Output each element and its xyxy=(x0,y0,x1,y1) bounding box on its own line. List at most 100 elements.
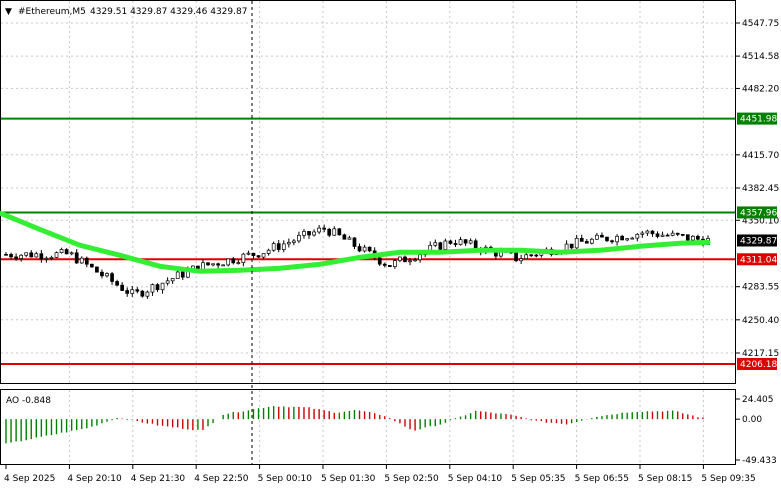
candle-body xyxy=(206,262,210,266)
time-tick-label: 5 Sep 09:35 xyxy=(701,474,755,484)
price-axis[interactable]: 4547.75 4514.58 4482.20 4415.70 4382.45 4350.… xyxy=(736,19,779,359)
candle-body xyxy=(645,230,650,234)
candle-body xyxy=(463,239,468,244)
level-tag xyxy=(737,112,777,125)
current-price-label: 4329.87 xyxy=(740,236,777,246)
candle-body xyxy=(281,243,286,250)
candle-body xyxy=(433,242,438,246)
candle-body xyxy=(236,262,241,264)
candle-body xyxy=(696,235,700,240)
candle-body xyxy=(413,259,417,262)
candle-body xyxy=(615,235,619,243)
candle-body xyxy=(165,280,170,284)
candle-body xyxy=(256,255,261,258)
candle-body xyxy=(398,256,402,261)
level-tag xyxy=(737,357,777,370)
candle-body xyxy=(337,228,342,236)
time-tick-label: 4 Sep 21:30 xyxy=(131,474,186,484)
price-tick-label: 4415.70 xyxy=(742,151,779,161)
grid xyxy=(1,1,735,464)
candle-body xyxy=(266,249,271,254)
candle-body xyxy=(387,265,392,267)
candle-body xyxy=(579,237,584,242)
candle-body xyxy=(640,232,645,235)
candle-body xyxy=(110,273,114,282)
level-tag xyxy=(737,253,777,266)
candle-body xyxy=(408,260,412,263)
time-axis[interactable]: 4 Sep 2025 4 Sep 20:10 4 Sep 21:30 4 Sep 22… xyxy=(4,465,756,484)
level-tags: 4451.98 4357.96 4311.04 4206.18 4329.87 xyxy=(737,112,777,370)
candle-body xyxy=(519,258,523,262)
candle-body xyxy=(569,243,574,249)
level-tag-label: 4357.96 xyxy=(740,208,777,218)
candle-body xyxy=(665,234,670,237)
candle-body xyxy=(84,257,89,265)
level-tag-label: 4451.98 xyxy=(740,115,777,125)
moving-average-line xyxy=(0,210,711,274)
candle-body xyxy=(317,227,321,233)
candle-body xyxy=(120,284,125,291)
candle-body xyxy=(307,231,311,236)
candle-body xyxy=(39,253,44,260)
price-tick-label: 4283.55 xyxy=(742,283,779,293)
level-tag xyxy=(737,206,777,219)
candle-body xyxy=(443,240,448,250)
candle-body xyxy=(276,243,281,250)
chart-symbol: #Ethereum,M5 xyxy=(18,7,86,17)
candle-body xyxy=(605,236,609,242)
candle-body xyxy=(9,254,13,258)
time-tick-label: 4 Sep 22:50 xyxy=(194,474,249,484)
candle-body xyxy=(100,271,104,277)
candle-body xyxy=(140,290,145,297)
level-tag-label: 4311.04 xyxy=(740,255,777,265)
candle-body xyxy=(600,234,604,238)
time-tick-label: 5 Sep 04:10 xyxy=(448,474,503,484)
candle-body xyxy=(302,231,306,236)
candle-body xyxy=(59,249,64,253)
candle-body xyxy=(529,254,534,257)
current-price-tag xyxy=(737,234,777,247)
candle-body xyxy=(377,257,382,265)
candle-body xyxy=(403,256,407,263)
indicator-tick-label: 0.00 xyxy=(742,415,762,425)
candle-body xyxy=(685,234,690,241)
time-tick-label: 4 Sep 2025 xyxy=(4,474,55,484)
candle-body xyxy=(180,271,185,278)
candle-body xyxy=(680,234,685,236)
candle-body xyxy=(14,256,18,259)
candle-body xyxy=(4,253,8,256)
menu-arrow-icon[interactable]: ▼ xyxy=(5,7,12,17)
indicator-tick-label: -49.433 xyxy=(742,456,777,466)
ao-histogram xyxy=(5,406,709,444)
candle-body xyxy=(69,252,74,255)
candle-body xyxy=(90,263,94,268)
indicator-pane[interactable] xyxy=(0,389,736,465)
candle-body xyxy=(367,246,372,252)
candle-body xyxy=(625,238,630,241)
candle-body xyxy=(246,252,251,255)
candle-body xyxy=(24,252,29,256)
candle-body xyxy=(105,273,109,277)
candle-body xyxy=(155,284,160,291)
candle-body xyxy=(342,234,347,240)
candle-body xyxy=(382,263,387,266)
candle-body xyxy=(690,235,695,241)
candle-body xyxy=(584,241,589,244)
price-tick-label: 4250.40 xyxy=(742,316,779,326)
price-pane[interactable] xyxy=(0,0,736,384)
candle-body xyxy=(574,237,579,249)
candle-body xyxy=(292,240,296,243)
candle-body xyxy=(635,233,640,239)
candle-body xyxy=(327,228,332,236)
candle-body xyxy=(620,235,624,241)
candle-body xyxy=(211,263,215,266)
level-lines[interactable] xyxy=(1,117,735,365)
candle-body xyxy=(130,289,135,294)
candle-body xyxy=(468,240,473,244)
time-tick-label: 5 Sep 00:10 xyxy=(258,474,313,484)
candle-body xyxy=(74,252,79,264)
indicator-tick-label: 24.405 xyxy=(742,395,774,405)
candle-body xyxy=(675,232,680,235)
candle-body xyxy=(650,230,655,235)
